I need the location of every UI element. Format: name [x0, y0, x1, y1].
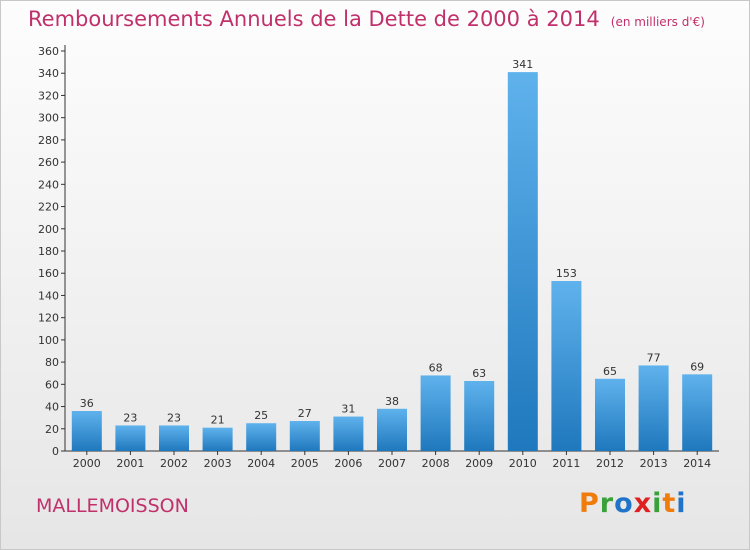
logo-letter: P [579, 488, 600, 519]
x-tick-label: 2003 [204, 457, 232, 470]
title-row: Remboursements Annuels de la Dette de 20… [28, 7, 705, 31]
x-tick-label: 2014 [683, 457, 711, 470]
x-tick-label: 2008 [422, 457, 450, 470]
y-tick-label: 320 [38, 89, 59, 102]
data-label: 31 [341, 403, 355, 416]
data-label: 153 [556, 267, 577, 280]
y-tick-label: 0 [52, 445, 59, 458]
x-tick-label: 2009 [465, 457, 493, 470]
y-tick-label: 180 [38, 245, 59, 258]
data-label: 341 [512, 58, 533, 71]
bar [638, 365, 669, 451]
data-label: 68 [429, 361, 443, 374]
data-label: 38 [385, 395, 399, 408]
x-tick-label: 2004 [247, 457, 275, 470]
chart-subtitle: (en milliers d'€) [610, 15, 705, 29]
commune-name: MALLEMOISSON [36, 495, 189, 517]
x-tick-label: 2013 [640, 457, 668, 470]
x-tick-label: 2006 [334, 457, 362, 470]
data-label: 77 [647, 351, 661, 364]
y-tick-label: 360 [38, 45, 59, 58]
bar [595, 378, 625, 451]
y-tick-label: 260 [38, 156, 59, 169]
bar [246, 423, 277, 451]
y-axis: 0 20 40 60 80 100 120 140 160 180 200 220 240 260 280 3… [38, 45, 66, 458]
x-tick-label: 2007 [378, 457, 406, 470]
data-label: 63 [472, 367, 486, 380]
y-tick-label: 340 [38, 67, 59, 80]
y-tick-label: 300 [38, 112, 59, 125]
x-axis: 2000 2001 2002 2003 2004 2005 2006 2007 2008 2009… [65, 450, 719, 470]
y-tick-label: 100 [38, 334, 59, 347]
data-label: 25 [254, 409, 268, 422]
y-tick-label: 80 [45, 356, 59, 369]
bar [333, 416, 364, 451]
y-tick-label: 140 [38, 289, 59, 302]
bar [202, 427, 233, 451]
data-label: 27 [298, 407, 312, 420]
data-label: 69 [690, 360, 704, 373]
x-tick-label: 2011 [552, 457, 580, 470]
x-tick-label: 2012 [596, 457, 624, 470]
x-tick-label: 2001 [116, 457, 144, 470]
logo-letter: t [662, 488, 677, 519]
logo-letter: i [652, 488, 663, 519]
data-label: 65 [603, 365, 617, 378]
y-tick-label: 200 [38, 223, 59, 236]
y-tick-label: 40 [45, 401, 59, 414]
bar [507, 72, 538, 451]
data-label: 36 [80, 397, 94, 410]
bar [159, 425, 189, 451]
data-label: 23 [167, 411, 181, 424]
chart-title: Remboursements Annuels de la Dette de 20… [28, 7, 600, 31]
y-tick-label: 20 [45, 423, 59, 436]
bar [115, 425, 146, 451]
bar [682, 374, 713, 451]
bar [71, 411, 102, 451]
proxiti-logo: Proxiti [579, 488, 687, 519]
logo-letter: x [633, 488, 653, 519]
logo-letter: i [676, 488, 687, 519]
y-tick-label: 220 [38, 201, 59, 214]
data-label: 21 [211, 414, 225, 427]
data-label: 23 [123, 411, 137, 424]
bars-group: 36 23 23 21 25 27 31 38 68 63 341 153 65 77 69 [71, 58, 713, 451]
x-tick-label: 2005 [291, 457, 319, 470]
x-tick-label: 2000 [73, 457, 101, 470]
logo-letter: o [614, 488, 634, 519]
y-tick-label: 120 [38, 312, 59, 325]
y-tick-label: 60 [45, 378, 59, 391]
bar [377, 408, 407, 451]
logo-letter: r [599, 488, 615, 519]
bar [420, 375, 451, 451]
bar [464, 381, 495, 451]
bar [289, 421, 320, 451]
x-tick-label: 2002 [160, 457, 188, 470]
bar [551, 281, 582, 451]
y-tick-label: 280 [38, 134, 59, 147]
y-tick-label: 240 [38, 178, 59, 191]
x-tick-label: 2010 [509, 457, 537, 470]
y-tick-label: 160 [38, 267, 59, 280]
